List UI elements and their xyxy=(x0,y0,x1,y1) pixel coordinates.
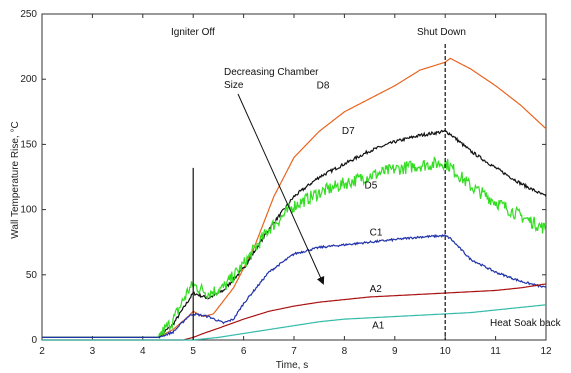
series-label-c1: C1 xyxy=(370,228,383,239)
decreasing-arrow xyxy=(237,93,325,285)
plot-border xyxy=(41,13,547,341)
x-tick-label: 5 xyxy=(190,346,196,357)
x-tick-label: 9 xyxy=(392,346,398,357)
decreasing-chamber-size-label: Size xyxy=(224,80,244,91)
x-tick-label: 7 xyxy=(291,346,297,357)
y-tick-label: 50 xyxy=(26,270,38,281)
y-axis-title: Wall Temperature Rise, °C xyxy=(10,121,21,238)
series-line-d5 xyxy=(42,156,547,338)
series-label-d7: D7 xyxy=(342,126,355,137)
x-axis-title: Time, s xyxy=(276,360,308,371)
x-tick-label: 4 xyxy=(140,346,146,357)
series-line-a2 xyxy=(42,283,547,341)
series-line-d8 xyxy=(42,57,547,338)
annotation-lines xyxy=(192,44,446,340)
y-tick-label: 150 xyxy=(20,139,37,150)
y-tick-label: 250 xyxy=(20,9,37,20)
x-tick-label: 12 xyxy=(540,346,552,357)
shut-down-label: Shut Down xyxy=(417,27,466,38)
heat-soak-label: Heat Soak back xyxy=(490,318,562,329)
plot-frame xyxy=(41,13,547,341)
series-label-d8: D8 xyxy=(317,80,330,91)
y-tick-label: 100 xyxy=(20,205,37,216)
series-line-a1 xyxy=(42,304,547,341)
series-line-c1 xyxy=(42,233,547,338)
decreasing-chamber-label: Decreasing Chamber xyxy=(224,67,319,78)
axis-ticks: 2 3 4 5 6 7 8 9 10 11 12 0 50 100 150 200 250 xyxy=(20,9,552,357)
series-label-d5: D5 xyxy=(365,181,378,192)
x-tick-label: 3 xyxy=(90,346,96,357)
igniter-off-label: Igniter Off xyxy=(171,27,215,38)
series-label-a1: A1 xyxy=(372,320,385,331)
x-tick-label: 10 xyxy=(440,346,452,357)
x-tick-label: 2 xyxy=(39,346,45,357)
y-tick-label: 200 xyxy=(20,74,37,85)
series-lines xyxy=(42,57,547,341)
x-tick-label: 6 xyxy=(241,346,247,357)
x-tick-label: 8 xyxy=(342,346,348,357)
x-tick-label: 11 xyxy=(490,346,501,357)
series-labels: D8 D7 D5 C1 A2 A1 xyxy=(317,80,385,331)
series-label-a2: A2 xyxy=(370,284,383,295)
y-tick-label: 0 xyxy=(31,335,37,346)
